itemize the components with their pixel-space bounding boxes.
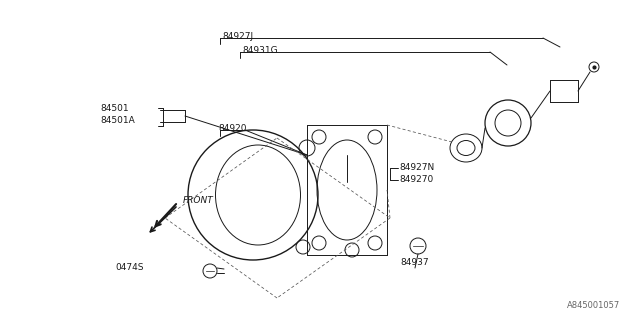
Text: 849270: 849270 [399, 175, 433, 184]
Text: 84937: 84937 [400, 258, 429, 267]
Text: 84931G: 84931G [242, 46, 278, 55]
Text: A845001057: A845001057 [567, 301, 620, 310]
Text: 84920: 84920 [218, 124, 246, 133]
Text: 84501: 84501 [100, 104, 129, 113]
Text: 84927J: 84927J [222, 32, 253, 41]
Text: 84927N: 84927N [399, 163, 435, 172]
Text: 0474S: 0474S [115, 263, 143, 272]
Text: FRONT: FRONT [183, 196, 214, 205]
Text: 84501A: 84501A [100, 116, 135, 125]
